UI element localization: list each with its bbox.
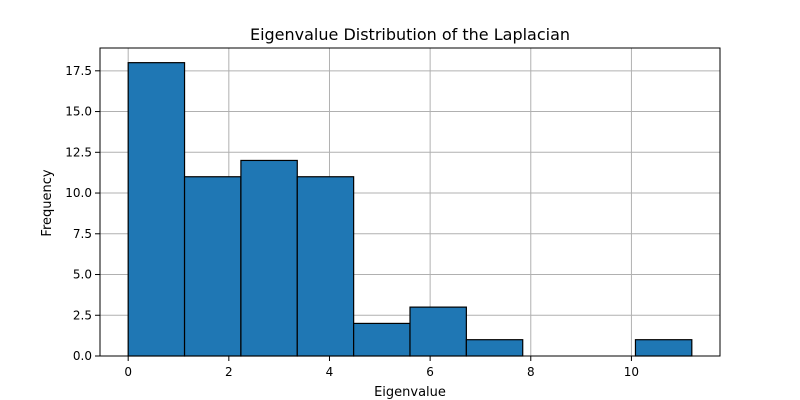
- histogram-bar: [409, 306, 467, 357]
- x-tick-label: 2: [225, 365, 233, 379]
- x-tick-label: 6: [426, 365, 434, 379]
- histogram-bar: [296, 176, 355, 357]
- chart-title: Eigenvalue Distribution of the Laplacian: [250, 25, 570, 44]
- histogram-bar: [183, 176, 242, 357]
- y-tick-label: 5.0: [73, 268, 92, 282]
- histogram-bar: [634, 339, 693, 357]
- x-axis-ticks: 0 2 4 6 8 10: [124, 356, 639, 379]
- y-tick-label: 10.0: [65, 186, 92, 200]
- y-tick-label: 17.5: [65, 64, 92, 78]
- y-tick-label: 15.0: [65, 105, 92, 119]
- x-tick-label: 4: [326, 365, 334, 379]
- x-axis-label: Eigenvalue: [374, 385, 446, 400]
- y-tick-label: 2.5: [73, 308, 92, 322]
- axes-frame: [99, 47, 721, 357]
- y-tick-label: 12.5: [65, 145, 92, 159]
- histogram-bar: [353, 322, 411, 357]
- histogram-bar: [127, 62, 186, 357]
- y-axis-ticks: 0.0 2.5 5.0 7.5 10.0 12.5 15.0 17.5: [65, 64, 100, 363]
- x-tick-label: 0: [124, 365, 132, 379]
- x-tick-label: 8: [527, 365, 535, 379]
- x-tick-label: 10: [624, 365, 639, 379]
- histogram-bar: [465, 339, 524, 357]
- histogram-bar: [240, 159, 298, 357]
- y-tick-label: 0.0: [73, 349, 92, 363]
- y-tick-label: 7.5: [73, 227, 92, 241]
- y-axis-label: Frequency: [40, 169, 55, 236]
- bars: [127, 62, 693, 357]
